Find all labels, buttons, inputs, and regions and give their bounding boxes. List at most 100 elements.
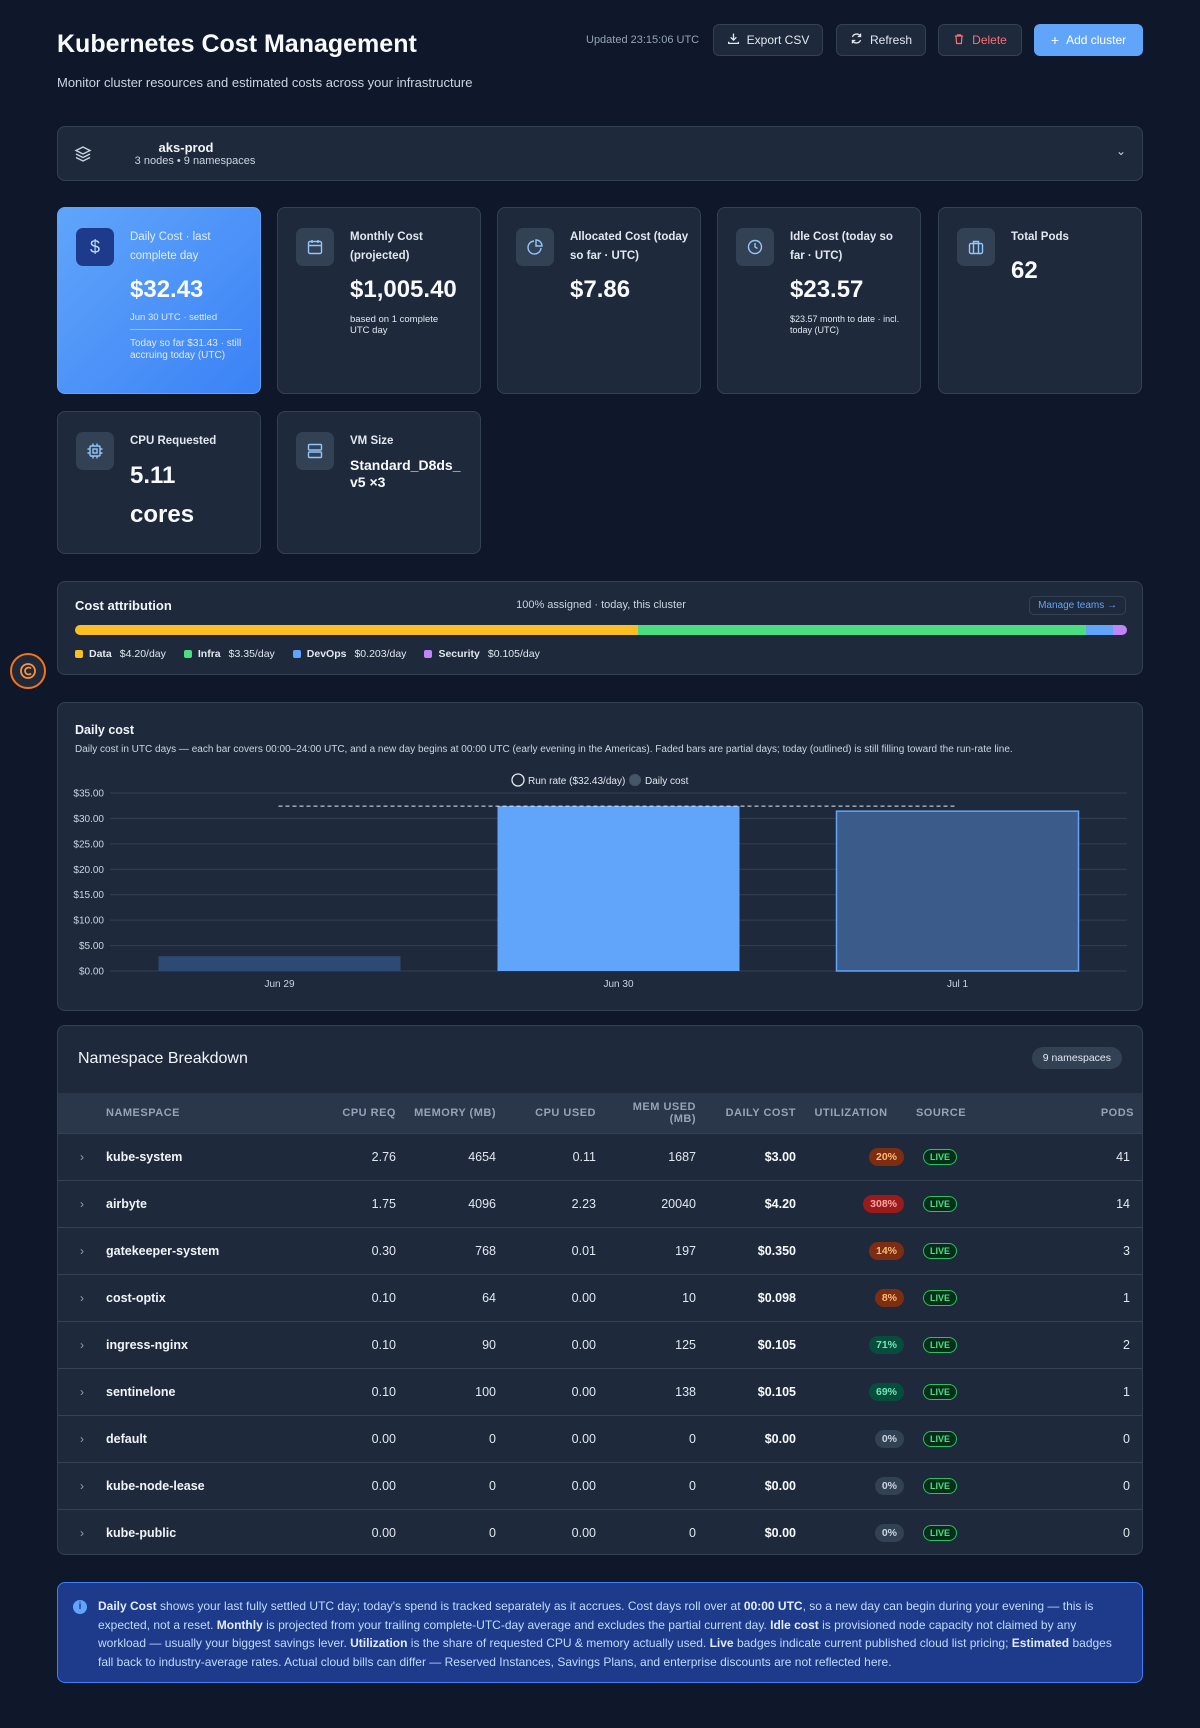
page-title: Kubernetes Cost Management xyxy=(57,30,417,58)
table-row[interactable]: › kube-system 2.76 4654 0.11 1687 $3.00 20% LIVE… xyxy=(58,1132,1142,1180)
note-text-segment: is projected from your trailing complete… xyxy=(262,1617,771,1632)
daily-cost-chart: Run rate ($32.43/day) Daily cost $0.00 $5.0… xyxy=(73,773,1127,990)
mem-used: 138 xyxy=(606,1367,706,1415)
expand-chevron-icon[interactable]: › xyxy=(58,1414,106,1462)
export-csv-label: Export CSV xyxy=(746,33,810,47)
pods: 0 xyxy=(986,1508,1142,1554)
total-pods-value: 62 xyxy=(1011,257,1038,284)
table-row[interactable]: › default 0.00 0 0.00 0 $0.00 0% LIVE 0 xyxy=(58,1414,1142,1462)
plus-icon: + xyxy=(1050,32,1060,48)
column-header-daily-cost[interactable]: DAILY COST xyxy=(706,1093,806,1133)
namespace-breakdown-title: Namespace Breakdown xyxy=(78,1050,248,1067)
column-header-source[interactable]: SOURCE xyxy=(906,1093,986,1133)
utilization-cell: 0% xyxy=(806,1508,906,1554)
mem-used: 0 xyxy=(606,1414,706,1462)
refresh-label: Refresh xyxy=(869,33,913,47)
cluster-selector[interactable]: aks-prod 3 nodes • 9 namespaces ⌄ xyxy=(57,126,1143,181)
cpu-used: 0.00 xyxy=(506,1414,606,1462)
expand-chevron-icon[interactable]: › xyxy=(58,1367,106,1415)
memory: 90 xyxy=(406,1320,506,1368)
clock-icon xyxy=(736,228,774,266)
utilization-cell: 69% xyxy=(806,1367,906,1415)
idle-cost-note: $23.57 month to date · incl. today (UTC) xyxy=(790,314,900,335)
namespace-name: ingress-nginx xyxy=(106,1320,326,1368)
expand-chevron-icon[interactable]: › xyxy=(58,1461,106,1509)
refresh-button[interactable]: Refresh xyxy=(836,24,926,56)
daily-cost: $0.00 xyxy=(706,1508,806,1554)
note-emphasis: 00:00 UTC xyxy=(743,1599,803,1613)
cpu-requested-unit: cores xyxy=(130,501,195,528)
dollar-icon: $ xyxy=(76,228,114,266)
note-text-segment: shows your last fully settled UTC day; t… xyxy=(156,1599,744,1613)
source-badge: LIVE xyxy=(922,1477,957,1494)
column-header-utilization[interactable]: UTILIZATION xyxy=(806,1093,906,1133)
column-header-cpu-used[interactable]: CPU USED xyxy=(506,1093,606,1133)
export-csv-button[interactable]: Export CSV xyxy=(713,24,823,56)
legend-cost: $0.105/day xyxy=(487,648,540,660)
expand-chevron-icon[interactable]: › xyxy=(58,1132,106,1180)
y-tick-label: $0.00 xyxy=(79,967,104,978)
table-row[interactable]: › airbyte 1.75 4096 2.23 20040 $4.20 308% LIVE 14 xyxy=(58,1179,1142,1227)
namespace-name: kube-system xyxy=(106,1132,326,1180)
layers-icon xyxy=(74,145,92,163)
cpu-req: 0.00 xyxy=(326,1414,406,1462)
manage-teams-link[interactable]: Manage teams → xyxy=(1029,596,1126,615)
note-emphasis: Idle cost xyxy=(770,1617,819,1632)
attribution-legend: Data $4.20/day Infra $3.35/day DevOps $0.203/… xyxy=(75,648,558,660)
y-tick-label: $10.00 xyxy=(73,916,104,927)
cpu-req: 0.10 xyxy=(326,1367,406,1415)
table-row[interactable]: › kube-public 0.00 0 0.00 0 $0.00 0% LIVE 0 xyxy=(58,1508,1142,1554)
mem-used: 0 xyxy=(606,1508,706,1554)
daily-cost-panel: Daily cost Daily cost in UTC days — each… xyxy=(57,702,1143,1011)
column-header-memory-mb[interactable]: MEMORY (MB) xyxy=(406,1093,506,1133)
run-rate-legend-marker xyxy=(511,773,525,787)
daily-cost: $4.20 xyxy=(706,1179,806,1227)
column-header-cpu-req[interactable]: CPU REQ xyxy=(326,1093,406,1133)
utilization-badge: 69% xyxy=(868,1382,904,1401)
info-note: i Daily Cost shows your last fully settl… xyxy=(57,1582,1143,1683)
y-tick-label: $30.00 xyxy=(73,814,104,825)
table-row[interactable]: › kube-node-lease 0.00 0 0.00 0 $0.00 0% LIVE 0 xyxy=(58,1461,1142,1509)
assistant-widget-icon[interactable] xyxy=(10,653,46,689)
utilization-cell: 71% xyxy=(806,1320,906,1368)
expand-chevron-icon[interactable]: › xyxy=(58,1179,106,1227)
bar-jun-29 xyxy=(158,956,401,971)
daily-cost-legend-label: Daily cost xyxy=(645,776,689,787)
daily-cost: $0.00 xyxy=(706,1461,806,1509)
note-text-segment: is provisioned node capacity not claimed… xyxy=(98,1617,1077,1651)
pods: 41 xyxy=(986,1132,1142,1180)
namespace-count-badge: 9 namespaces xyxy=(1031,1047,1122,1069)
column-header-mem-used-mb[interactable]: MEM USED (MB) xyxy=(606,1093,706,1133)
source-cell: LIVE xyxy=(906,1226,986,1274)
memory: 4654 xyxy=(406,1132,506,1180)
pods: 1 xyxy=(986,1367,1142,1415)
table-row[interactable]: › gatekeeper-system 0.30 768 0.01 197 $0.350 14… xyxy=(58,1226,1142,1274)
cpu-requested-value: 5.11 xyxy=(130,462,176,489)
pods: 2 xyxy=(986,1320,1142,1368)
column-header-namespace[interactable]: NAMESPACE xyxy=(106,1093,326,1133)
legend-swatch xyxy=(292,650,301,658)
add-cluster-label: Add cluster xyxy=(1066,33,1127,47)
expand-chevron-icon[interactable]: › xyxy=(58,1508,106,1554)
table-row[interactable]: › cost-optix 0.10 64 0.00 10 $0.098 8% LIVE 1 xyxy=(58,1273,1142,1321)
expand-chevron-icon[interactable]: › xyxy=(58,1320,106,1368)
expand-chevron-icon[interactable]: › xyxy=(58,1273,106,1321)
table-row[interactable]: › ingress-nginx 0.10 90 0.00 125 $0.105 71% LIVE… xyxy=(58,1320,1142,1368)
expand-chevron-icon[interactable]: › xyxy=(58,1226,106,1274)
bar-jun-30 xyxy=(497,806,740,971)
note-emphasis: Live xyxy=(709,1636,734,1650)
utilization-badge: 308% xyxy=(863,1194,904,1213)
legend-team: Security xyxy=(438,648,480,660)
column-header-pods[interactable]: PODS xyxy=(986,1093,1142,1133)
cpu-req: 2.76 xyxy=(326,1132,406,1180)
namespace-name: cost-optix xyxy=(106,1273,326,1321)
cpu-req: 0.10 xyxy=(326,1320,406,1368)
utilization-cell: 20% xyxy=(806,1132,906,1180)
note-emphasis: Utilization xyxy=(350,1636,408,1650)
add-cluster-button[interactable]: + Add cluster xyxy=(1034,24,1143,56)
cpu-used: 0.11 xyxy=(506,1132,606,1180)
daily-cost: $0.105 xyxy=(706,1320,806,1368)
memory: 0 xyxy=(406,1461,506,1509)
delete-button[interactable]: Delete xyxy=(938,24,1022,56)
table-row[interactable]: › sentinelone 0.10 100 0.00 138 $0.105 69% LIVE 1 xyxy=(58,1367,1142,1415)
